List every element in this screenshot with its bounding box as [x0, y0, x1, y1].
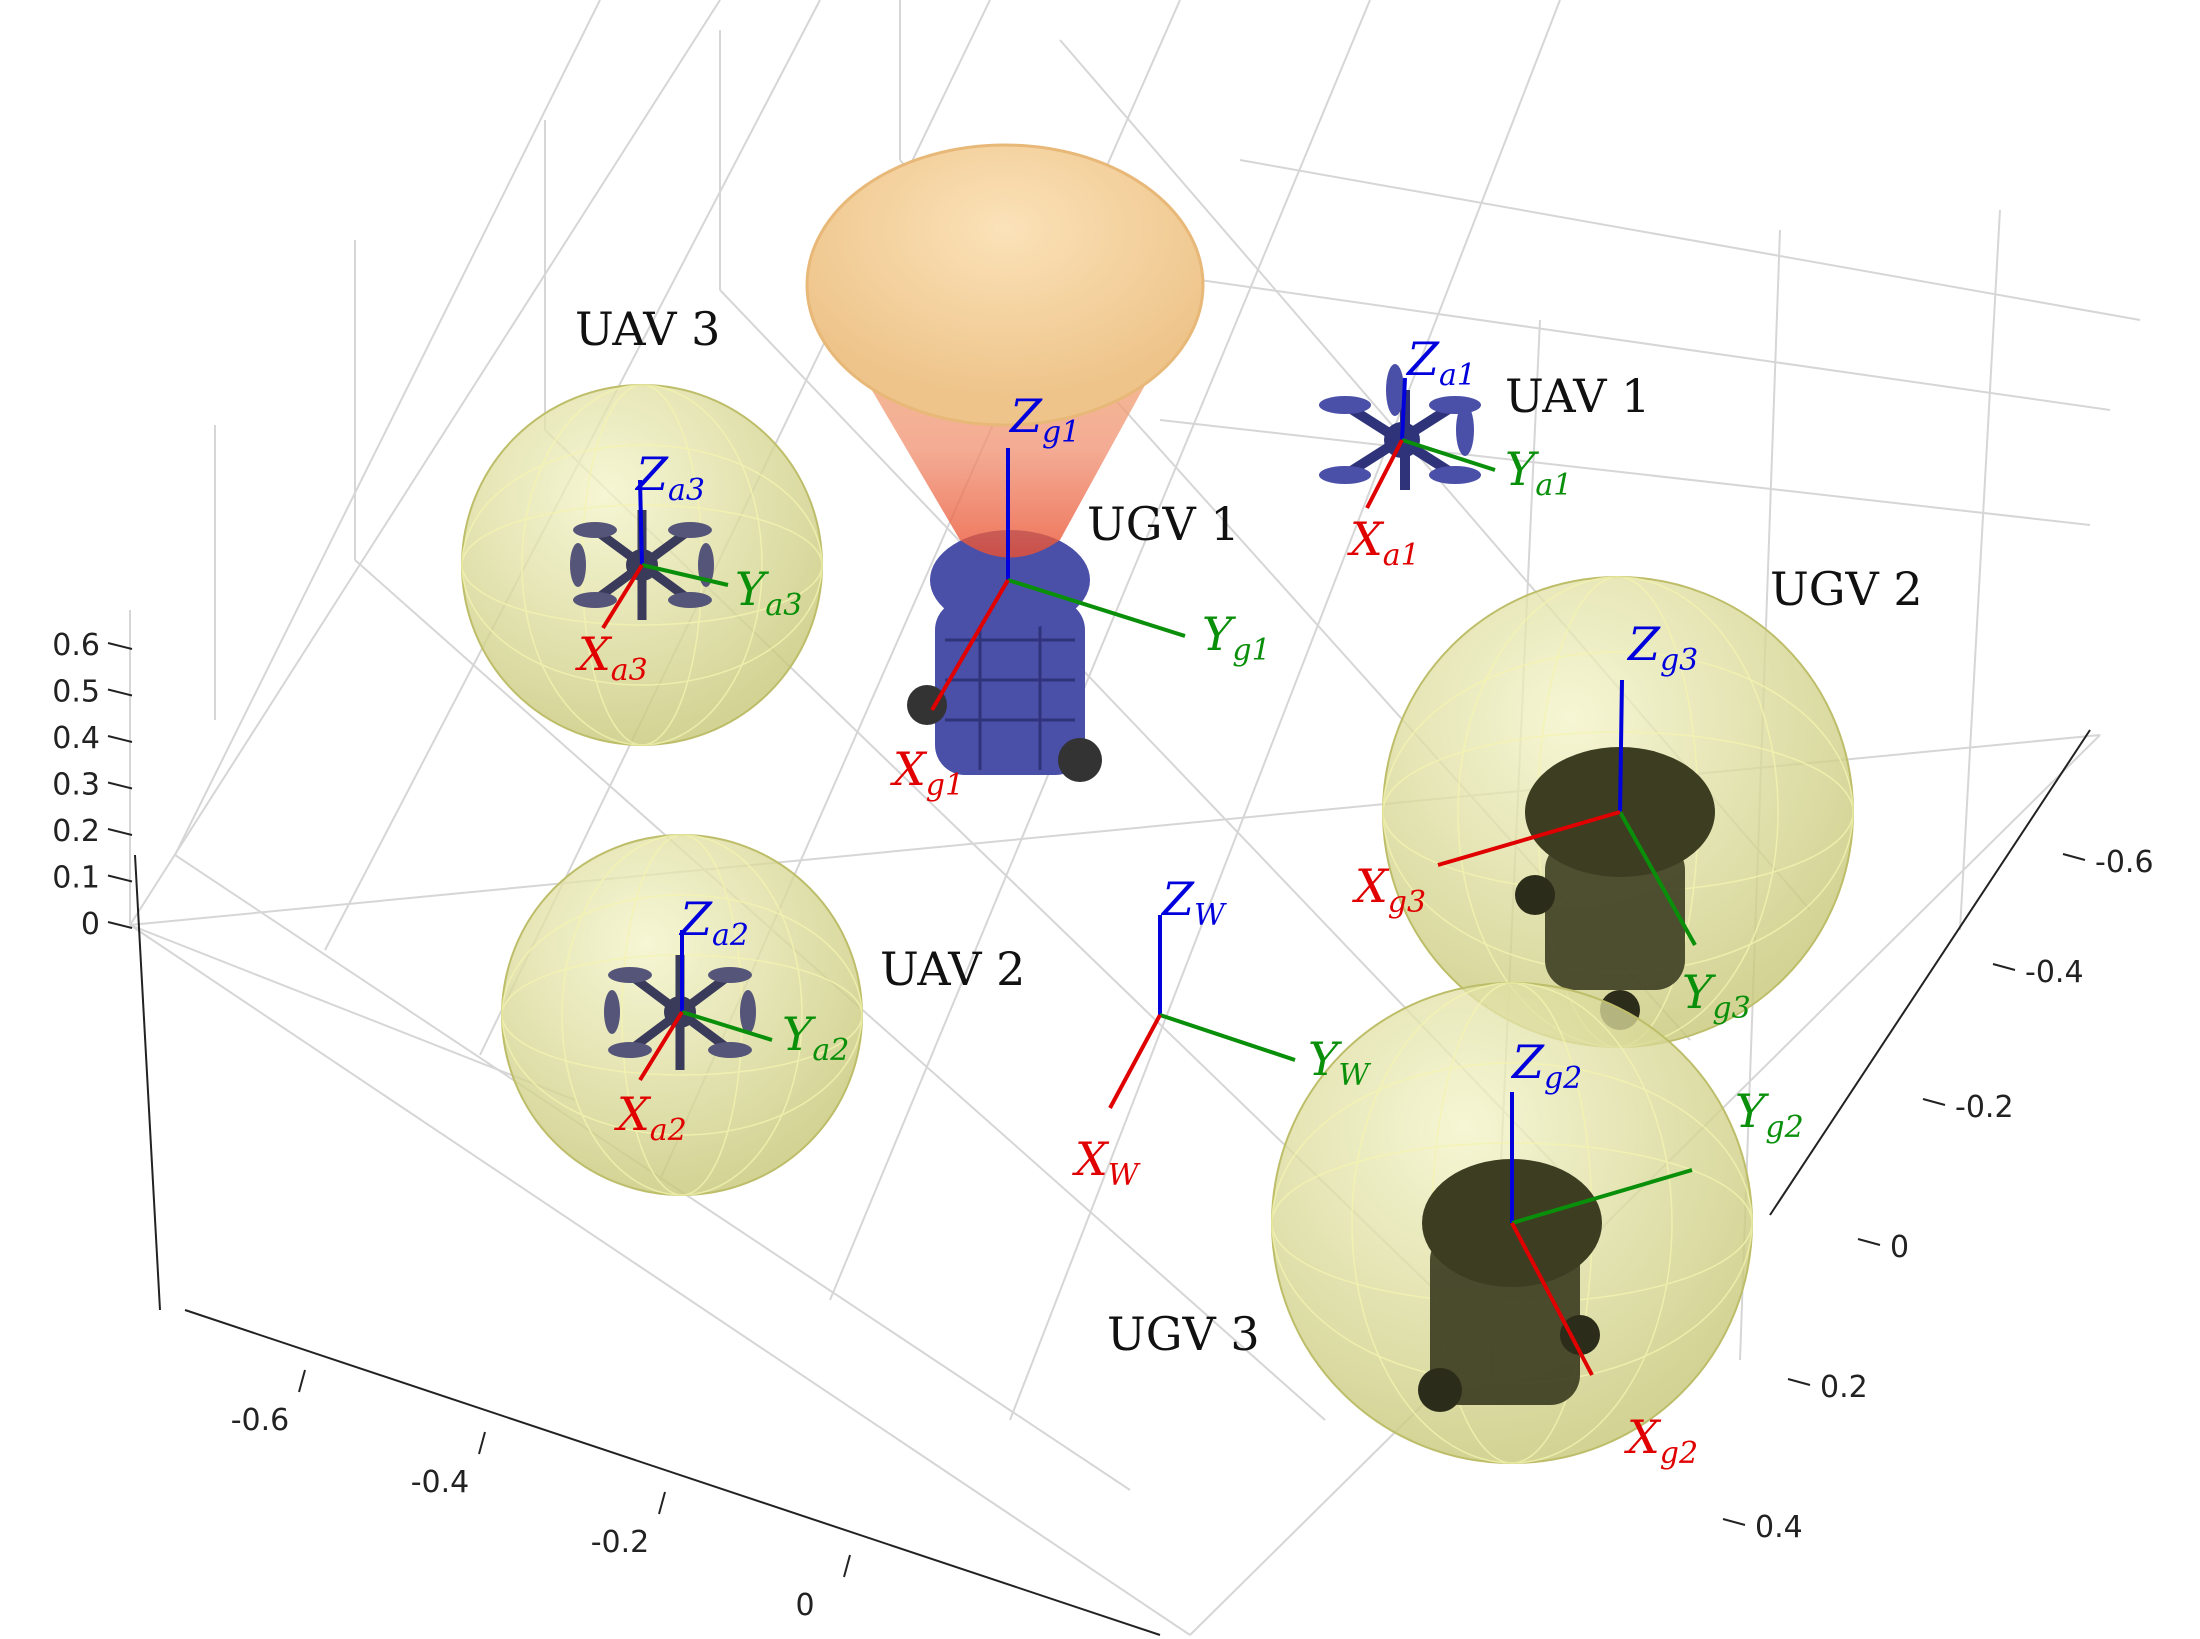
- z-tick-label: 0.2: [52, 814, 100, 849]
- y-tick-mark: [1992, 963, 2016, 971]
- y-tick-label: -0.2: [1955, 1090, 2014, 1125]
- y-tick-mark: [1922, 1098, 1946, 1106]
- z-axis: [134, 854, 161, 1311]
- ugv2-group: [1382, 576, 1854, 1048]
- z-tick-mark: [107, 688, 133, 697]
- y-tick-labels: -0.6 -0.4 -0.2 0 0.2 0.4: [1755, 845, 2154, 1545]
- y-tick-marks: [1722, 853, 2086, 1526]
- z-tick-label: 0.4: [52, 721, 100, 756]
- y-tick-mark: [1857, 1238, 1881, 1246]
- label-zg2: Zg2: [1510, 1035, 1582, 1096]
- label-uav3: UAV 3: [575, 302, 720, 356]
- x-tick-label: -0.6: [231, 1403, 290, 1438]
- label-xg3: Xg3: [1352, 859, 1426, 920]
- x-tick-mark: [843, 1554, 851, 1578]
- label-ugv1: UGV 1: [1087, 497, 1240, 551]
- z-tick-label: 0.5: [52, 675, 100, 710]
- z-tick-mark: [107, 735, 133, 743]
- label-xa2: Xa2: [614, 1087, 687, 1148]
- label-ya1: Ya1: [1505, 442, 1572, 503]
- z-tick-mark: [107, 642, 133, 650]
- label-ugv2: UGV 2: [1770, 562, 1923, 616]
- uav2-group: [501, 834, 863, 1196]
- label-xw: XW: [1072, 1132, 1141, 1193]
- z-tick-mark: [107, 921, 133, 929]
- label-za2: Za2: [678, 892, 749, 953]
- label-xa1: Xa1: [1347, 512, 1420, 573]
- ugv3-group: [1271, 982, 1753, 1464]
- z-tick-labels: 0.6 0.5 0.4 0.3 0.2 0.1 0: [52, 628, 100, 942]
- label-zg1: Zg1: [1008, 389, 1080, 450]
- label-yg1: Yg1: [1202, 607, 1271, 668]
- world-frame: [1108, 915, 1296, 1109]
- z-tick-label: 0: [81, 907, 100, 942]
- y-tick-mark: [1787, 1378, 1811, 1386]
- label-uav2: UAV 2: [880, 942, 1025, 996]
- y-tick-mark: [1722, 1518, 1746, 1526]
- z-tick-mark: [107, 874, 133, 883]
- label-ugv3: UGV 3: [1107, 1307, 1260, 1361]
- ugv1-cone-top: [805, 143, 1205, 427]
- uav2-sphere-meridians: [501, 834, 863, 1196]
- label-za1: Za1: [1405, 332, 1476, 393]
- z-tick-mark: [107, 828, 133, 836]
- label-xg1: Xg1: [890, 742, 964, 803]
- uav1-group: [1319, 364, 1496, 509]
- label-zw: ZW: [1160, 872, 1227, 933]
- z-tick-label: 0.3: [52, 768, 100, 803]
- ugv3-robot-icon: [1418, 1159, 1602, 1412]
- label-yg3: Yg3: [1682, 965, 1751, 1026]
- x-tick-mark: [298, 1369, 306, 1393]
- label-ya2: Ya2: [782, 1007, 849, 1068]
- z-tick-label: 0.6: [52, 628, 100, 663]
- x-tick-label: -0.4: [411, 1465, 470, 1500]
- y-tick-mark: [2062, 853, 2086, 861]
- label-yw: YW: [1308, 1032, 1371, 1093]
- label-xg2: Xg2: [1624, 1410, 1698, 1471]
- x-tick-labels: -0.6 -0.4 -0.2 0: [231, 1403, 815, 1623]
- x-tick-label: 0: [795, 1588, 814, 1623]
- label-xa3: Xa3: [575, 627, 648, 688]
- x-tick-mark: [658, 1491, 666, 1515]
- y-tick-label: -0.6: [2095, 845, 2154, 880]
- label-ya3: Ya3: [735, 562, 802, 623]
- x-tick-mark: [478, 1431, 486, 1455]
- y-tick-label: 0.2: [1820, 1370, 1868, 1405]
- uav3-group: [461, 384, 823, 746]
- label-yg2: Yg2: [1735, 1084, 1804, 1145]
- y-tick-label: -0.4: [2025, 955, 2084, 990]
- z-tick-mark: [107, 781, 133, 790]
- z-tick-label: 0.1: [52, 861, 100, 896]
- z-tick-marks: [107, 642, 133, 929]
- ugv1-group: [805, 143, 1205, 782]
- x-tick-marks: [298, 1369, 851, 1578]
- x-tick-label: -0.2: [591, 1525, 650, 1560]
- y-tick-label: 0: [1890, 1230, 1909, 1265]
- label-za3: Za3: [634, 447, 705, 508]
- label-zg3: Zg3: [1626, 617, 1698, 678]
- label-uav1: UAV 1: [1505, 369, 1650, 423]
- y-tick-label: 0.4: [1755, 1510, 1803, 1545]
- bottom-axis-lines: [184, 729, 2091, 1636]
